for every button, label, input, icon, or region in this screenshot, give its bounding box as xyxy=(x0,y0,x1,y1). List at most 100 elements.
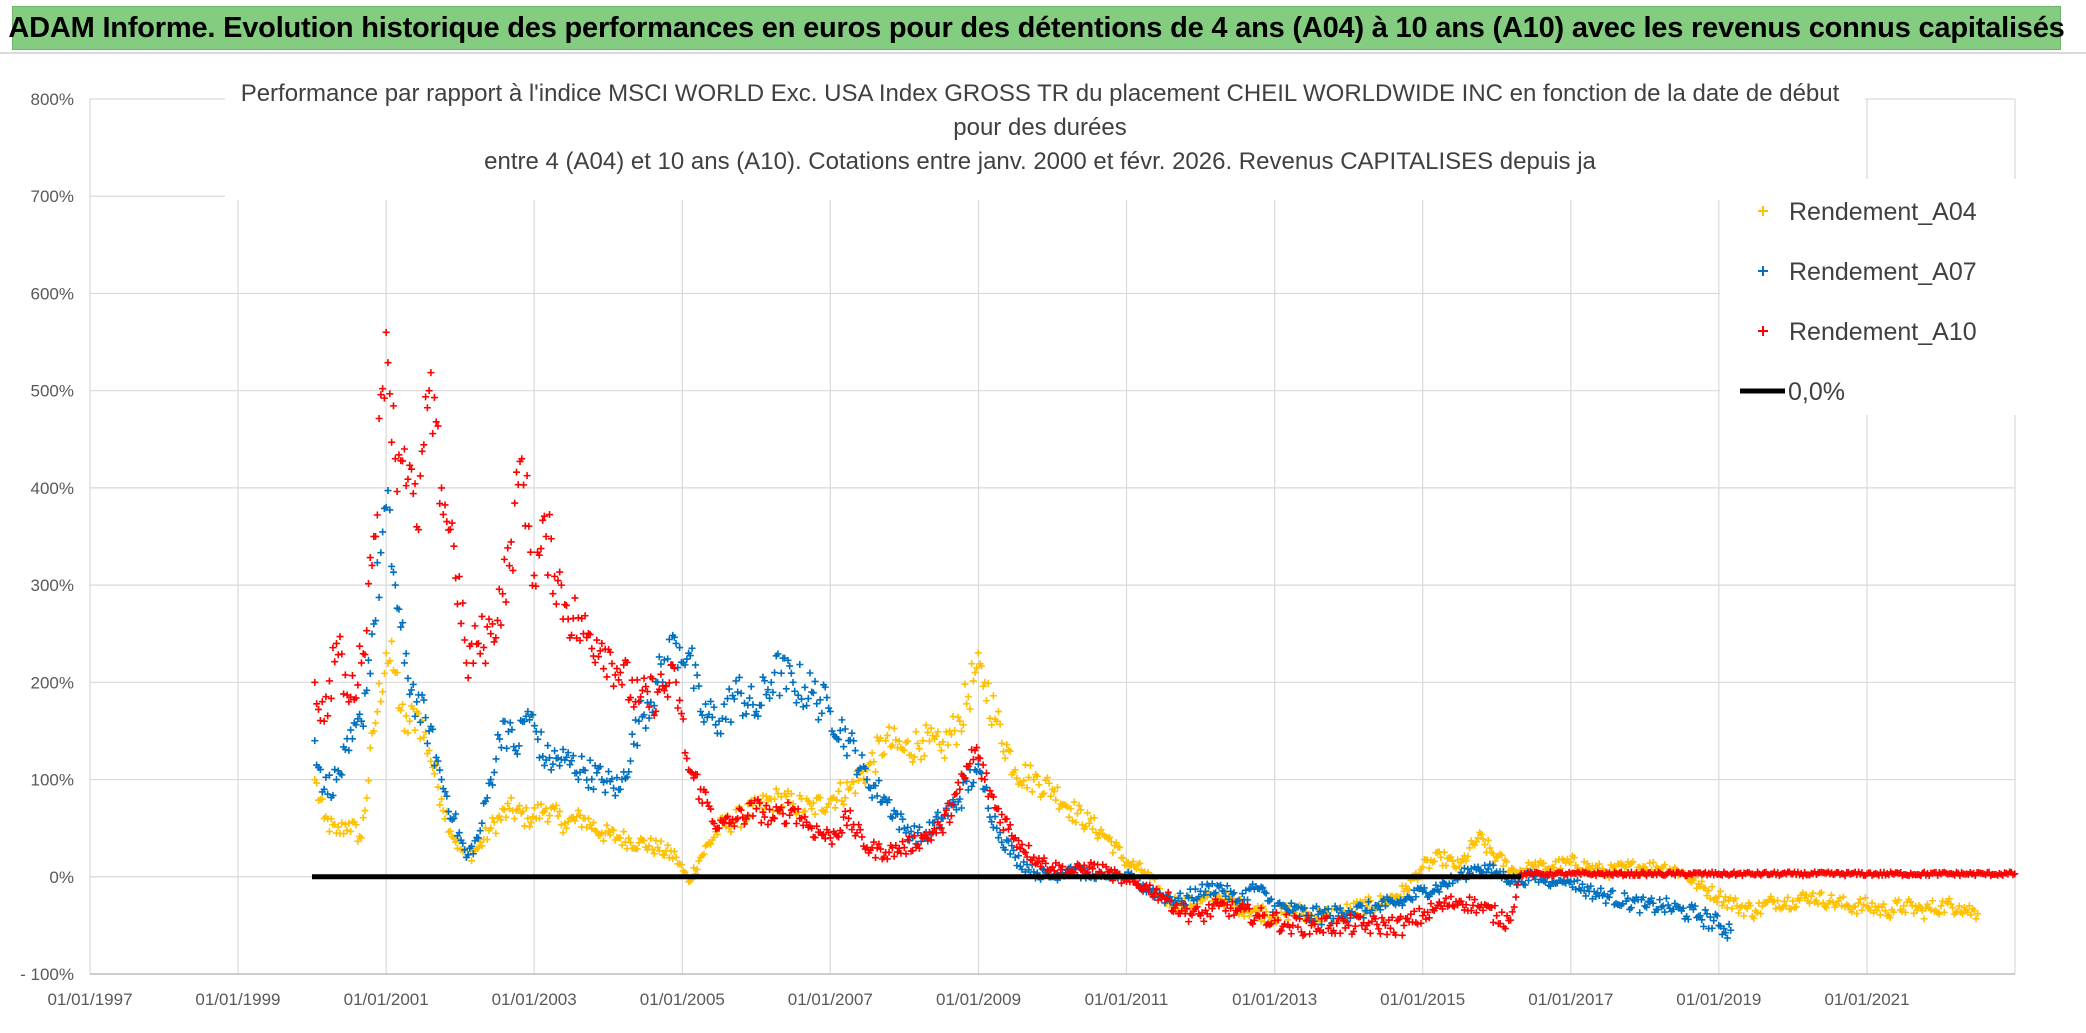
data-point-interp xyxy=(1323,913,1331,921)
data-point-interp xyxy=(324,790,332,798)
data-point-interp xyxy=(1471,896,1479,904)
data-point-interp xyxy=(338,771,346,779)
data-point-interp xyxy=(730,695,738,703)
data-point-interp xyxy=(485,779,493,787)
y-tick-label: 500% xyxy=(31,382,74,401)
data-point-interp xyxy=(574,807,582,815)
legend-label: Rendement_A10 xyxy=(1789,318,1977,346)
data-point-interp xyxy=(1319,929,1327,937)
data-point-interp xyxy=(1417,919,1425,927)
data-point-interp xyxy=(855,777,863,785)
data-point xyxy=(1641,863,1649,871)
data-point-interp xyxy=(625,768,633,776)
x-tick-label: 01/01/2013 xyxy=(1232,990,1317,1009)
data-point-interp xyxy=(388,562,396,570)
data-point-interp xyxy=(751,797,759,805)
data-point-interp xyxy=(873,792,881,800)
data-point-interp xyxy=(895,737,903,745)
data-point-interp xyxy=(327,694,335,702)
data-point-interp xyxy=(476,827,484,835)
data-point-interp xyxy=(683,754,691,762)
data-point-interp xyxy=(811,810,819,818)
data-point-interp xyxy=(1472,838,1480,846)
data-point-interp xyxy=(633,741,641,749)
data-point-interp xyxy=(354,681,362,689)
data-point-interp xyxy=(652,707,660,715)
data-point-interp xyxy=(1035,781,1043,789)
data-point xyxy=(956,785,964,793)
data-point-interp xyxy=(899,838,907,846)
data-point-interp xyxy=(1662,894,1670,902)
data-point-interp xyxy=(1809,889,1817,897)
data-point-interp xyxy=(613,665,621,673)
data-point-interp xyxy=(779,810,787,818)
data-point-interp xyxy=(681,749,689,757)
data-point-interp xyxy=(1774,897,1782,905)
data-point-interp xyxy=(1940,908,1948,916)
data-point-interp xyxy=(1452,864,1460,872)
data-point-interp xyxy=(791,687,799,695)
data-point-interp xyxy=(899,815,907,823)
data-point-interp xyxy=(495,585,503,593)
data-point-interp xyxy=(754,796,762,804)
data-point-interp xyxy=(932,813,940,821)
data-point-interp xyxy=(1102,863,1110,871)
data-point xyxy=(1381,921,1389,929)
data-point-interp xyxy=(1245,912,1253,920)
data-point-interp xyxy=(693,865,701,873)
data-point-interp xyxy=(1430,857,1438,865)
data-point-interp xyxy=(647,698,655,706)
data-point-interp xyxy=(766,805,774,813)
data-point-interp xyxy=(600,665,608,673)
data-point-interp xyxy=(492,634,500,642)
data-point-interp xyxy=(934,808,942,816)
data-point-interp xyxy=(427,757,435,765)
data-point-interp xyxy=(1706,913,1714,921)
data-point-interp xyxy=(1541,878,1549,886)
data-point-interp xyxy=(363,794,371,802)
data-point-interp xyxy=(389,568,397,576)
data-point xyxy=(512,746,520,754)
data-point-interp xyxy=(361,651,369,659)
data-point-interp xyxy=(1819,899,1827,907)
data-point-interp xyxy=(605,768,613,776)
data-point-interp xyxy=(427,369,435,377)
data-point-interp xyxy=(1146,881,1154,889)
data-point-interp xyxy=(315,705,323,713)
data-point-interp xyxy=(546,511,554,519)
data-point-interp xyxy=(1292,914,1300,922)
data-point-interp xyxy=(914,740,922,748)
data-point xyxy=(425,727,433,735)
data-point-interp xyxy=(1055,861,1063,869)
data-point-interp xyxy=(1249,920,1257,928)
data-point-interp xyxy=(1208,905,1216,913)
data-point-interp xyxy=(318,698,326,706)
data-point-interp xyxy=(841,794,849,802)
data-point-interp xyxy=(777,804,785,812)
data-point-interp xyxy=(664,693,672,701)
data-point-interp xyxy=(1117,879,1125,887)
data-point-interp xyxy=(702,788,710,796)
data-point-interp xyxy=(1193,903,1201,911)
data-point-interp xyxy=(407,465,415,473)
data-point xyxy=(505,562,513,570)
data-point-interp xyxy=(848,826,856,834)
data-point-interp xyxy=(710,703,718,711)
data-point-interp xyxy=(448,519,456,527)
data-point xyxy=(462,659,470,667)
data-point-interp xyxy=(496,735,504,743)
data-point-interp xyxy=(809,799,817,807)
data-point-interp xyxy=(1001,754,1009,762)
data-point-interp xyxy=(453,844,461,852)
data-point xyxy=(1437,883,1445,890)
data-point-interp xyxy=(1180,899,1188,907)
data-point-interp xyxy=(909,758,917,766)
data-point-interp xyxy=(615,676,623,684)
data-point-interp xyxy=(1001,846,1009,854)
data-point-interp xyxy=(703,798,711,806)
data-point-interp xyxy=(1190,897,1198,905)
data-point-interp xyxy=(404,674,412,682)
data-point-interp xyxy=(1116,843,1124,851)
data-point-interp xyxy=(402,650,410,658)
data-point-interp xyxy=(803,818,811,826)
